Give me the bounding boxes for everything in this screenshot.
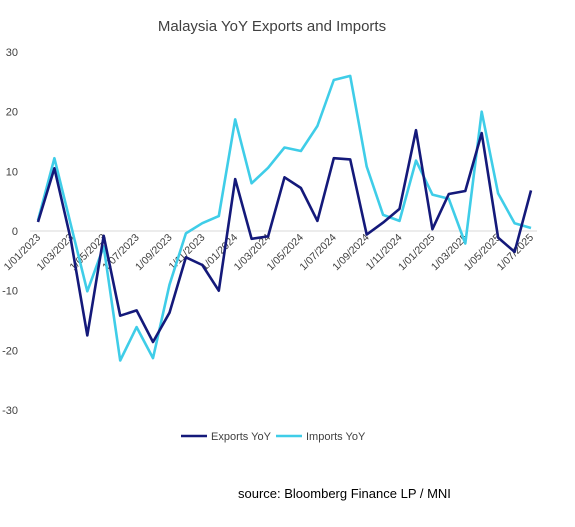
legend-label: Exports YoY (211, 431, 272, 443)
chart-title: Malaysia YoY Exports and Imports (158, 18, 386, 35)
legend-label: Imports YoY (306, 431, 366, 443)
y-tick-label: -10 (2, 286, 18, 298)
series-line-imports-yoy (36, 74, 532, 362)
series-lines (36, 74, 533, 362)
y-tick-label: 0 (12, 226, 18, 238)
y-tick-label: -20 (2, 345, 18, 357)
legend: Exports YoY Imports YoY (181, 431, 366, 443)
y-tick-label: 10 (6, 166, 18, 178)
y-tick-label: -30 (2, 405, 18, 417)
source-note: source: Bloomberg Finance LP / MNI (238, 486, 451, 501)
y-tick-label: 20 (6, 107, 18, 119)
y-tick-label: 30 (6, 47, 18, 59)
y-axis-ticks: 30 20 10 0 -10 -20 -30 (2, 47, 18, 417)
series-line-exports-yoy (36, 128, 533, 344)
